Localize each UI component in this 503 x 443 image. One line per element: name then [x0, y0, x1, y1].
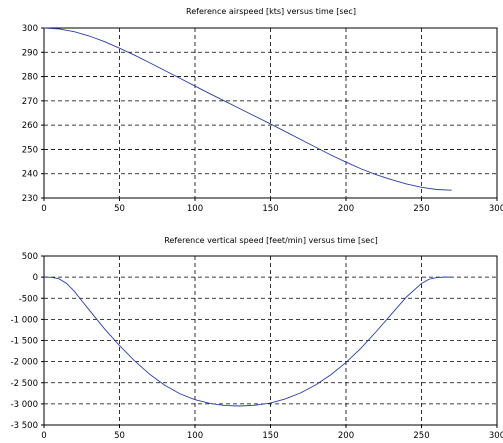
vertical-speed-chart: Reference vertical speed [feet/min] vers…	[11, 236, 503, 441]
airspeed-chart-title: Reference airspeed [kts] versus time [se…	[186, 7, 356, 16]
airspeed-y-tick-label: 290	[22, 48, 38, 58]
vertical-speed-y-tick-label: -500	[19, 294, 38, 304]
vertical-speed-y-tick-label: -1 500	[11, 337, 38, 347]
airspeed-y-tick-label: 300	[22, 24, 38, 34]
vertical-speed-x-tick-label: 50	[114, 431, 125, 441]
airspeed-x-tick-label: 150	[262, 204, 278, 214]
vertical-speed-y-tick-label: -2 500	[11, 379, 38, 389]
vertical-speed-x-tick-label: 200	[338, 431, 354, 441]
airspeed-x-tick-label: 300	[489, 204, 503, 214]
vertical-speed-series-line	[43, 276, 452, 407]
airspeed-x-tick-label: 50	[114, 204, 125, 214]
vertical-speed-y-tick-label: -2 000	[11, 358, 38, 368]
airspeed-y-tick-label: 270	[22, 97, 38, 107]
vertical-speed-y-tick-label: -1 000	[11, 315, 38, 325]
airspeed-chart: Reference airspeed [kts] versus time [se…	[22, 7, 503, 214]
vertical-speed-x-tick-label: 150	[262, 431, 278, 441]
airspeed-x-tick-label: 200	[338, 204, 354, 214]
vertical-speed-x-tick-label: 0	[41, 431, 46, 441]
vertical-speed-chart-title: Reference vertical speed [feet/min] vers…	[164, 236, 378, 245]
vertical-speed-y-tick-label: 500	[22, 252, 38, 262]
airspeed-y-tick-label: 280	[22, 73, 38, 83]
airspeed-x-tick-label: 100	[187, 204, 203, 214]
airspeed-y-tick-label: 240	[22, 170, 38, 180]
vertical-speed-y-tick-label: 0	[33, 273, 38, 283]
airspeed-x-tick-label: 250	[413, 204, 429, 214]
vertical-speed-y-tick-label: -3 500	[11, 421, 38, 431]
airspeed-x-tick-label: 0	[41, 204, 46, 214]
airspeed-series-line	[43, 27, 452, 191]
airspeed-y-tick-label: 230	[22, 194, 38, 204]
airspeed-y-tick-label: 250	[22, 145, 38, 155]
vertical-speed-y-tick-label: -3 000	[11, 400, 38, 410]
vertical-speed-x-tick-label: 300	[489, 431, 503, 441]
vertical-speed-x-tick-label: 250	[413, 431, 429, 441]
vertical-speed-x-tick-label: 100	[187, 431, 203, 441]
airspeed-y-tick-label: 260	[22, 121, 38, 131]
